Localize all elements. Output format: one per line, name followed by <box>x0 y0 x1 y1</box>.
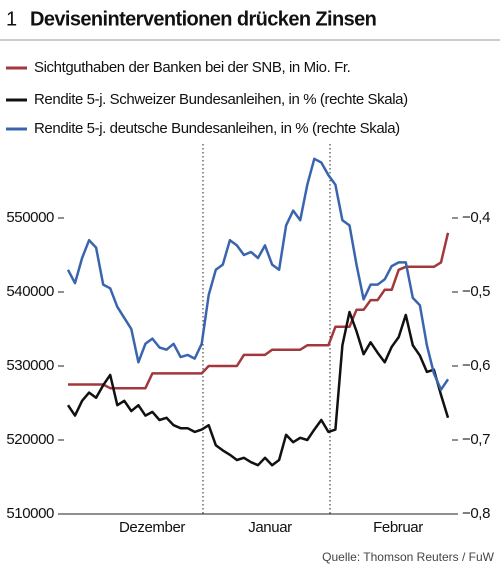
series-line <box>66 157 450 391</box>
series-line <box>68 232 450 390</box>
x-tick-label: Dezember <box>119 519 185 536</box>
chart-title: Deviseninterventionen drücken Zinsen <box>30 8 376 30</box>
y2-tick-label: −0,8 <box>462 505 490 522</box>
legend-label: Rendite 5-j. Schweizer Bundesanleihen, i… <box>34 91 408 108</box>
y-tick-label: 530000 <box>6 357 54 374</box>
y2-tick-label: −0,7 <box>462 431 490 448</box>
chart-number: 1 <box>6 8 17 30</box>
y-tick-label: 510000 <box>6 505 54 522</box>
y2-tick-label: −0,4 <box>462 209 490 226</box>
y2-tick-label: −0,5 <box>462 283 490 300</box>
y-tick-label: 550000 <box>6 209 54 226</box>
x-tick-label: Januar <box>248 519 292 536</box>
series-line <box>66 310 450 467</box>
y-tick-label: 520000 <box>6 431 54 448</box>
legend-label: Sichtguthaben der Banken bei der SNB, in… <box>34 59 350 76</box>
source: Quelle: Thomson Reuters / FuW <box>322 550 495 564</box>
legend-label: Rendite 5-j. deutsche Bundesanleihen, in… <box>34 120 400 137</box>
y2-tick-label: −0,6 <box>462 357 490 374</box>
y-tick-label: 540000 <box>6 283 54 300</box>
x-tick-label: Februar <box>373 519 423 536</box>
